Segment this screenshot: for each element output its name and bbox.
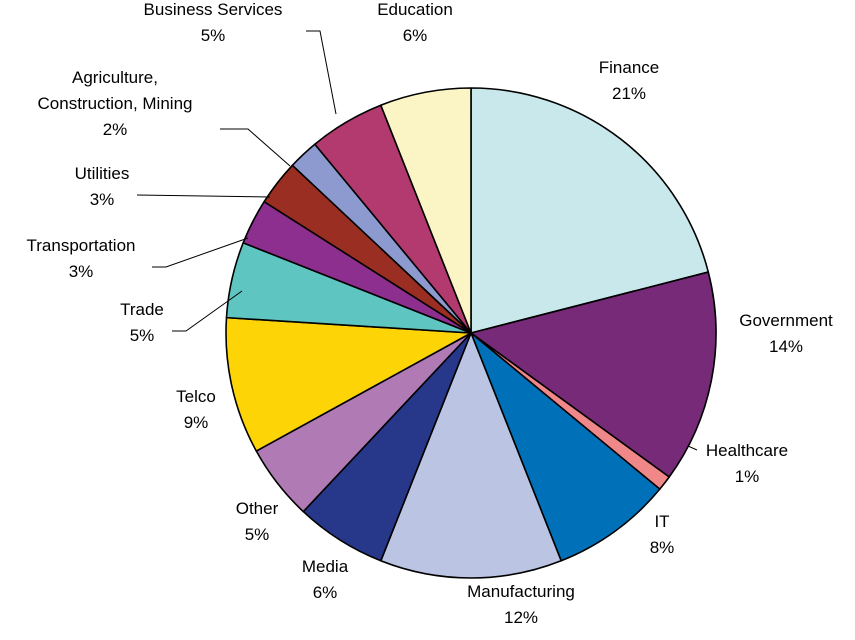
label-agriculture-construction-mining: Agriculture, Construction, Mining 2% [38,68,193,139]
label-utilities: Utilities 3% [75,164,130,209]
label-education: Education 6% [377,0,453,45]
label-it: IT 8% [650,512,675,557]
slice-telco [225,316,472,452]
leader-transportation [152,237,249,268]
label-business-services: Business Services 5% [144,0,283,45]
slice-education [380,87,472,334]
label-government: Government 14% [739,311,833,356]
slice-it [470,332,661,562]
label-telco: Telco 9% [176,387,216,432]
label-media: Media 6% [302,557,349,602]
leader-trade [172,290,243,332]
slice-labels: Finance 21% Government 14% Healthcare 1% IT 8% M… [27,0,834,627]
leader-business-services [306,30,337,115]
label-manufacturing: Manufacturing 12% [467,582,575,627]
slice-manufacturing [380,332,562,579]
label-healthcare: Healthcare 1% [706,441,788,486]
label-finance: Finance 21% [599,58,659,103]
leader-lines [136,30,698,451]
label-transportation: Transportation 3% [27,236,136,281]
leader-healthcare [687,445,698,451]
leader-utilities [136,194,271,198]
pie-slices [225,87,717,579]
label-trade: Trade 5% [120,300,164,345]
label-other: Other 5% [236,499,279,544]
slice-finance [470,87,710,334]
leader-agriculture-construction-mining [220,128,291,167]
slice-government [470,271,717,478]
